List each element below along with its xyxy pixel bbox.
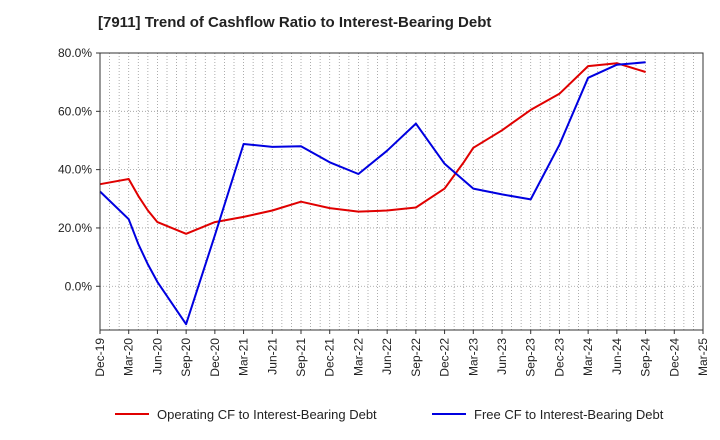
- x-tick-label: Mar-20: [122, 338, 136, 376]
- x-tick-label: Sep-20: [179, 338, 193, 377]
- y-axis-ticks: 0.0% 20.0% 40.0% 60.0% 80.0%: [58, 46, 100, 293]
- legend-label: Free CF to Interest-Bearing Debt: [474, 407, 664, 422]
- x-tick-label: Dec-22: [438, 338, 452, 377]
- operating-cf-line: [99, 62, 646, 235]
- free-cf-line: [99, 61, 646, 326]
- x-tick-label: Jun-23: [495, 338, 509, 375]
- x-tick-label: Dec-20: [208, 338, 222, 377]
- x-tick-label: Mar-22: [351, 338, 365, 376]
- grid: [99, 52, 704, 330]
- x-tick-label: Mar-24: [581, 338, 595, 376]
- legend-label: Operating CF to Interest-Bearing Debt: [157, 407, 377, 422]
- x-tick-label: Mar-23: [466, 338, 480, 376]
- x-tick-label: Jun-22: [380, 338, 394, 375]
- x-tick-label: Dec-21: [323, 338, 337, 377]
- x-tick-label: Sep-21: [294, 338, 308, 377]
- y-tick-label: 40.0%: [58, 163, 92, 177]
- legend: Operating CF to Interest-Bearing Debt Fre…: [115, 407, 664, 422]
- x-tick-label: Mar-25: [696, 338, 710, 376]
- y-tick-label: 20.0%: [58, 221, 92, 235]
- plot-frame: [99, 52, 704, 331]
- x-tick-label: Sep-22: [409, 338, 423, 377]
- x-tick-label: Jun-21: [265, 338, 279, 375]
- x-tick-label: Sep-23: [524, 338, 538, 377]
- x-tick-label: Jun-20: [150, 338, 164, 375]
- y-tick-label: 0.0%: [65, 279, 93, 293]
- y-tick-label: 80.0%: [58, 46, 92, 60]
- x-tick-label: Dec-24: [667, 338, 681, 377]
- series-lines: [99, 61, 646, 326]
- x-tick-label: Sep-24: [639, 338, 653, 377]
- chart-title: [7911] Trend of Cashflow Ratio to Intere…: [98, 14, 492, 31]
- y-tick-label: 60.0%: [58, 104, 92, 118]
- x-axis-ticks: Dec-19 Mar-20 Jun-20 Sep-20 Dec-20 Mar-21 Jun-…: [93, 330, 710, 377]
- x-tick-label: Dec-19: [93, 338, 107, 377]
- x-tick-label: Mar-21: [237, 338, 251, 376]
- x-tick-label: Jun-24: [610, 338, 624, 375]
- x-tick-label: Dec-23: [552, 338, 566, 377]
